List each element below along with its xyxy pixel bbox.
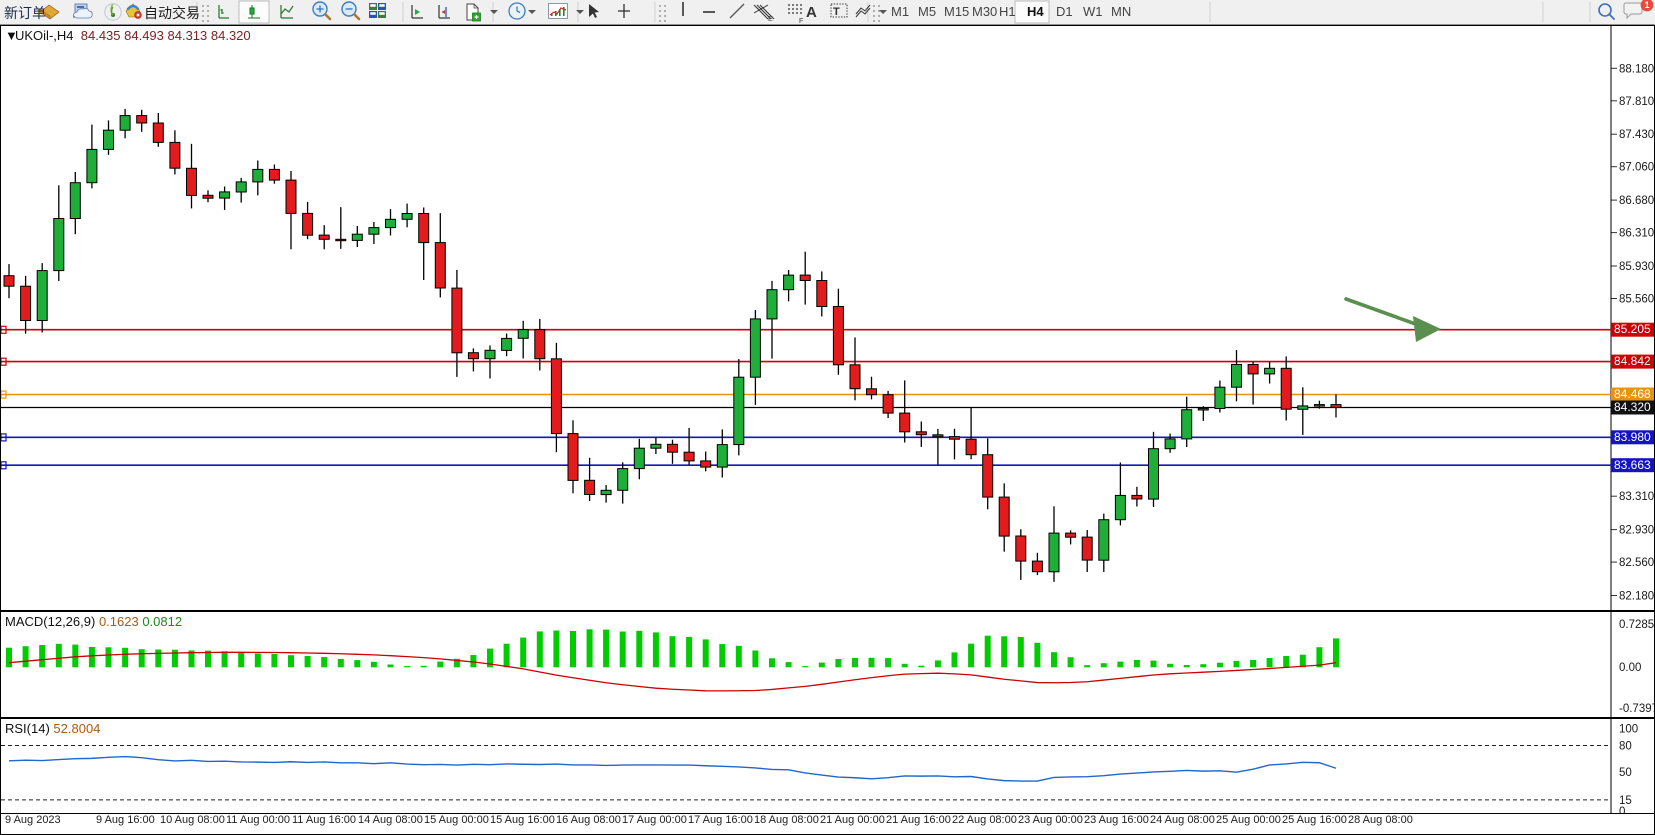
- svg-text:88.180: 88.180: [1619, 63, 1654, 75]
- svg-text:87.810: 87.810: [1619, 96, 1654, 108]
- svg-text:85.930: 85.930: [1619, 261, 1654, 273]
- svg-text:82.180: 82.180: [1619, 591, 1654, 603]
- svg-text:84.842: 84.842: [1614, 354, 1651, 368]
- svg-text:E: E: [768, 16, 773, 23]
- svg-text:W1: W1: [1083, 4, 1103, 19]
- svg-text:M1: M1: [891, 4, 909, 19]
- svg-text:85.560: 85.560: [1619, 294, 1654, 306]
- svg-text:0: 0: [1619, 806, 1625, 814]
- svg-text:85.205: 85.205: [1614, 322, 1651, 336]
- svg-text:83.980: 83.980: [1614, 430, 1651, 444]
- svg-text:87.060: 87.060: [1619, 162, 1654, 174]
- svg-text:80: 80: [1619, 741, 1632, 753]
- svg-text:MN: MN: [1111, 4, 1131, 19]
- svg-text:A: A: [806, 4, 817, 21]
- svg-text:-0.7397: -0.7397: [1619, 703, 1655, 715]
- svg-text:1: 1: [1644, 0, 1649, 10]
- svg-text:M15: M15: [944, 4, 969, 19]
- svg-text:T: T: [833, 6, 840, 18]
- svg-text:82.930: 82.930: [1619, 525, 1654, 537]
- svg-text:H1: H1: [999, 4, 1016, 19]
- svg-text:F: F: [799, 18, 803, 24]
- svg-text:0.00: 0.00: [1619, 662, 1641, 674]
- svg-text:82.560: 82.560: [1619, 557, 1654, 569]
- svg-text:D1: D1: [1056, 4, 1073, 19]
- svg-text:86.310: 86.310: [1619, 228, 1654, 240]
- svg-text:84.320: 84.320: [1614, 400, 1651, 414]
- svg-text:50: 50: [1619, 767, 1632, 779]
- svg-text:0.7285: 0.7285: [1619, 619, 1654, 631]
- svg-text:83.663: 83.663: [1614, 458, 1651, 472]
- svg-text:86.680: 86.680: [1619, 195, 1654, 207]
- svg-text:H4: H4: [1027, 4, 1044, 19]
- svg-text:84.468: 84.468: [1614, 387, 1651, 401]
- svg-text:M30: M30: [972, 4, 997, 19]
- svg-text:100: 100: [1619, 724, 1638, 736]
- svg-text:M5: M5: [918, 4, 936, 19]
- svg-text:87.430: 87.430: [1619, 129, 1654, 141]
- svg-text:83.310: 83.310: [1619, 491, 1654, 503]
